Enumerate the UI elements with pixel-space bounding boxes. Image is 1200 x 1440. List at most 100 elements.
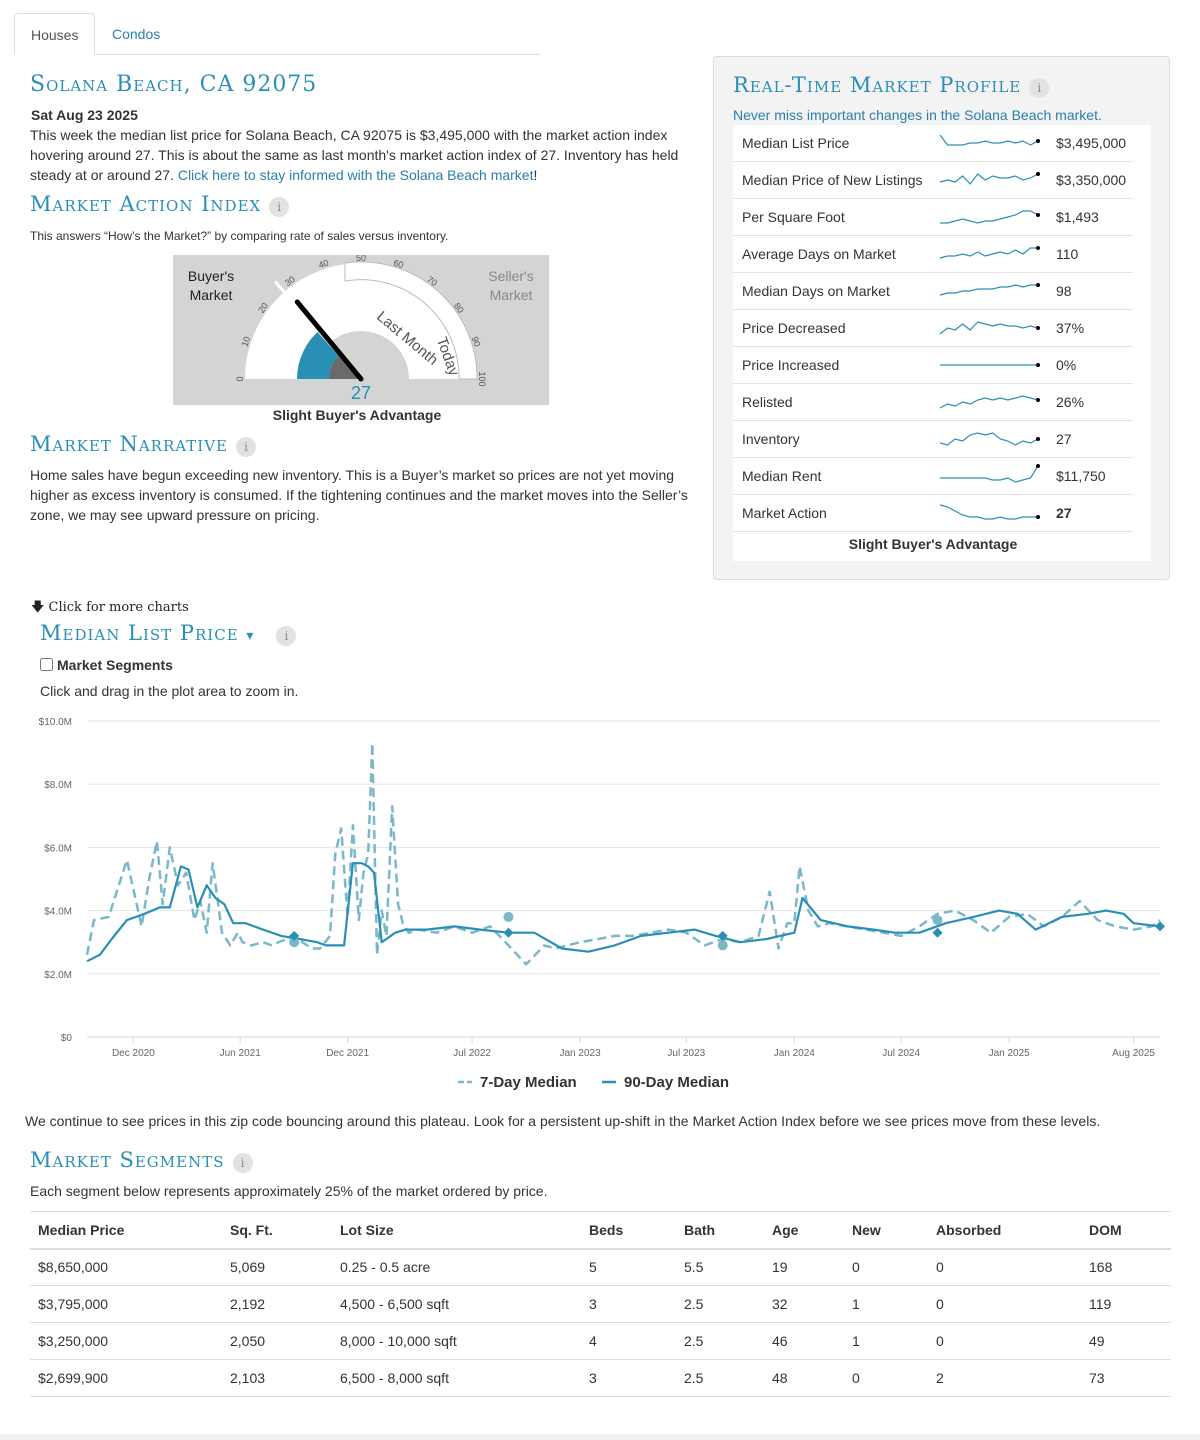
profile-row: Price Increased 0% — [733, 347, 1133, 384]
profile-row: Price Decreased 37% — [733, 310, 1133, 347]
segments-column-header[interactable]: Age — [764, 1211, 844, 1250]
table-cell: 49 — [1081, 1322, 1171, 1360]
arrow-down-icon: 🡇 — [31, 600, 45, 615]
segments-column-header[interactable]: DOM — [1081, 1211, 1171, 1250]
profile-row-value: 27 — [1056, 431, 1072, 447]
table-cell: 4,500 - 6,500 sqft — [332, 1285, 581, 1323]
sparkline-end-dot — [1036, 326, 1040, 330]
table-cell: 1 — [844, 1322, 928, 1360]
mai-info-icon[interactable]: i — [269, 197, 290, 218]
series-90-day-line[interactable] — [86, 862, 1161, 963]
segments-body: $8,650,000 5,069 0.25 - 0.5 acre 5 5.5 19 0 0 16… — [30, 1248, 1171, 1397]
x-tick-label: Jul 2022 — [453, 1048, 491, 1059]
profile-info-icon[interactable]: i — [1029, 78, 1050, 99]
sparkline — [939, 283, 1040, 296]
segments-column-header[interactable]: Absorbed — [928, 1211, 1081, 1250]
series-marker-diamond[interactable] — [932, 927, 943, 938]
sparkline-line — [939, 432, 1039, 446]
series-marker-circle[interactable] — [289, 937, 300, 948]
series-marker-circle[interactable] — [717, 940, 728, 951]
profile-row-value: 26% — [1056, 394, 1085, 410]
table-cell: $3,250,000 — [30, 1322, 222, 1360]
mai-gauge: 0 10 20 30 40 50 60 70 80 90 100 Last Month Today … — [173, 255, 549, 405]
profile-row-value: 37% — [1056, 320, 1085, 336]
profile-table: Median List Price $3,495,000 Median Price … — [733, 125, 1151, 561]
legend-item[interactable]: 90-Day Median — [624, 1074, 729, 1091]
narrative-info-icon[interactable]: i — [236, 437, 256, 458]
report-date: Sat Aug 23 2025 — [31, 107, 138, 123]
table-row: $2,699,900 2,103 6,500 - 8,000 sqft 3 2.5 48 0… — [30, 1359, 1171, 1397]
chart-title-dropdown[interactable]: Median List Price ▾ — [40, 621, 254, 645]
gauge-value: 27 — [351, 383, 371, 403]
legend-item[interactable]: 7-Day Median — [480, 1074, 577, 1091]
profile-row: Market Action 27 — [733, 495, 1133, 532]
gauge-tick-label: 70 — [425, 274, 439, 288]
more-charts-label: Click for more charts — [48, 600, 189, 615]
x-tick-label: Jun 2021 — [220, 1048, 262, 1059]
profile-row-label: Price Decreased — [742, 320, 846, 336]
series-marker-circle[interactable] — [932, 915, 943, 926]
more-charts-toggle[interactable]: 🡇 Click for more charts — [31, 598, 189, 620]
series-marker-circle[interactable] — [503, 911, 514, 922]
table-cell: 6,500 - 8,000 sqft — [332, 1359, 581, 1397]
x-tick-label: Dec 2020 — [112, 1048, 155, 1059]
summary-text: This week the median list price for Sola… — [30, 127, 679, 183]
gauge-today-band — [344, 261, 478, 380]
profile-subtitle-link[interactable]: Never miss important changes in the Sola… — [733, 107, 1102, 123]
sparkline-line — [940, 465, 1039, 483]
chart-header: Median List Price ▾ i — [40, 621, 297, 647]
segments-column-header[interactable]: Lot Size — [332, 1211, 581, 1250]
gauge-seller-label: Seller's Market — [488, 268, 534, 303]
profile-row-value: $11,750 — [1056, 468, 1106, 484]
property-type-tabs: Houses Condos — [14, 13, 540, 55]
series-marker-diamond[interactable] — [1155, 921, 1165, 932]
table-cell: 3 — [581, 1359, 676, 1397]
segments-column-header[interactable]: New — [844, 1211, 928, 1250]
sparkline — [939, 432, 1040, 446]
table-cell: 2,103 — [222, 1359, 332, 1397]
market-segments-toggle[interactable]: Market Segments — [40, 657, 173, 673]
gauge-buyer-label: Buyer's Market — [187, 268, 235, 303]
profile-row-label: Median Rent — [742, 468, 822, 484]
tab-houses[interactable]: Houses — [14, 13, 96, 55]
series-marker-diamond[interactable] — [289, 930, 300, 941]
segments-column-header[interactable]: Bath — [676, 1211, 764, 1250]
profile-row: Average Days on Market 110 — [733, 236, 1133, 273]
table-cell: 5,069 — [222, 1248, 332, 1286]
market-segments-checkbox[interactable] — [40, 658, 53, 671]
tab-condos[interactable]: Condos — [112, 26, 161, 42]
profile-row-label: Relisted — [742, 394, 793, 410]
profile-row: Relisted 26% — [733, 384, 1133, 421]
gauge-tick-label: 90 — [470, 335, 483, 348]
profile-row-value: $3,350,000 — [1056, 172, 1127, 188]
gauge-tick-label: 30 — [283, 274, 297, 288]
sparkline — [939, 134, 1040, 146]
segments-info-icon[interactable]: i — [232, 1153, 253, 1174]
segments-column-header[interactable]: Sq. Ft. — [222, 1211, 332, 1250]
sparkline — [939, 395, 1040, 409]
mai-verdict: Slight Buyer's Advantage — [272, 407, 442, 423]
stay-informed-link[interactable]: Click here to stay informed with the Sol… — [177, 167, 534, 183]
table-cell: 0 — [844, 1248, 928, 1286]
x-tick-label: Dec 2021 — [326, 1048, 369, 1059]
y-tick-label: $2.0M — [44, 970, 72, 981]
segments-column-header[interactable]: Median Price — [30, 1211, 222, 1250]
chart-x-axis: Dec 2020 Jun 2021 Dec 2021 Jul 2022 Jan 2023… — [112, 1037, 1155, 1059]
sparkline-end-dot — [1036, 246, 1040, 250]
y-tick-label: $10.0M — [39, 717, 72, 728]
series-7-day-line[interactable] — [85, 741, 1161, 966]
chart-info-icon[interactable]: i — [276, 626, 297, 647]
table-cell: 2 — [928, 1359, 1081, 1397]
y-tick-label: $6.0M — [44, 843, 72, 854]
segments-column-header[interactable]: Beds — [581, 1211, 676, 1250]
series-marker-diamond[interactable] — [717, 930, 728, 941]
table-cell: 2.5 — [676, 1285, 764, 1323]
market-profile-panel: Real-Time Market Profile i Never miss imp… — [713, 56, 1170, 580]
gauge-tick-label: 100 — [477, 371, 487, 386]
segments-table: Median Price Sq. Ft. Lot Size Beds Bath Age Ne… — [30, 1211, 1171, 1397]
gauge-today-needle — [294, 299, 364, 382]
sparkline-end-dot — [1036, 283, 1040, 287]
table-row: $8,650,000 5,069 0.25 - 0.5 acre 5 5.5 19 0 0 16… — [30, 1248, 1171, 1286]
median-price-chart[interactable]: $0 $2.0M $4.0M $6.0M $8.0M $10.0M Dec 2020 Jun… — [0, 705, 1200, 1100]
series-marker-diamond[interactable] — [503, 927, 514, 938]
